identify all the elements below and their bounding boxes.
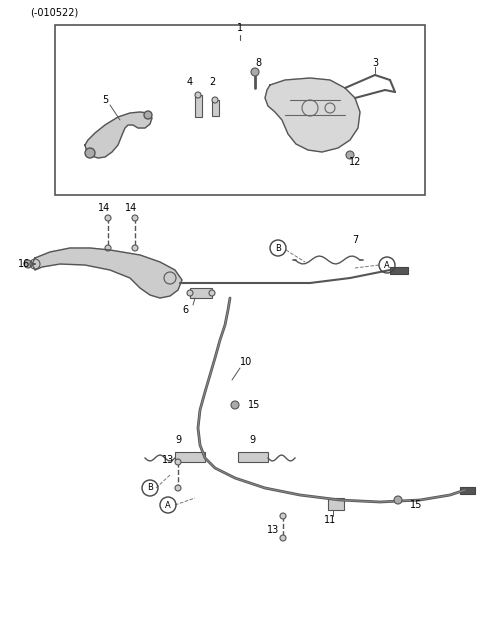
Circle shape: [280, 513, 286, 519]
Circle shape: [144, 111, 152, 119]
Circle shape: [187, 290, 193, 296]
Text: 9: 9: [249, 435, 255, 445]
Text: B: B: [275, 243, 281, 252]
Polygon shape: [85, 112, 152, 158]
Text: 2: 2: [209, 77, 215, 87]
Text: 7: 7: [352, 235, 358, 245]
Circle shape: [105, 245, 111, 251]
Text: (-010522): (-010522): [30, 7, 78, 17]
Text: 11: 11: [324, 515, 336, 525]
Bar: [55, 25, 425, 195]
Text: 15: 15: [410, 500, 422, 510]
Text: 3: 3: [372, 58, 378, 68]
Bar: [190, 288, 212, 298]
Circle shape: [209, 290, 215, 296]
Text: A: A: [384, 261, 390, 269]
Circle shape: [280, 535, 286, 541]
Circle shape: [212, 97, 218, 103]
Text: 8: 8: [255, 58, 261, 68]
Text: B: B: [147, 483, 153, 492]
Text: 15: 15: [248, 400, 260, 410]
Circle shape: [85, 148, 95, 158]
Text: 14: 14: [125, 203, 137, 213]
Bar: [390, 267, 408, 274]
Text: 12: 12: [349, 157, 361, 167]
Bar: [175, 452, 205, 462]
Circle shape: [24, 260, 32, 268]
Circle shape: [346, 151, 354, 159]
Text: 13: 13: [162, 455, 174, 465]
Circle shape: [105, 215, 111, 221]
Circle shape: [132, 245, 138, 251]
Circle shape: [231, 401, 239, 409]
Circle shape: [132, 215, 138, 221]
Circle shape: [394, 496, 402, 504]
Circle shape: [175, 485, 181, 491]
Bar: [195, 95, 202, 117]
Text: 4: 4: [187, 77, 193, 87]
Text: 6: 6: [182, 305, 188, 315]
Text: 1: 1: [237, 23, 243, 33]
Text: 13: 13: [267, 525, 279, 535]
Text: 5: 5: [102, 95, 108, 105]
Bar: [212, 100, 219, 116]
Circle shape: [175, 459, 181, 465]
Bar: [328, 498, 344, 510]
Text: A: A: [165, 501, 171, 510]
Circle shape: [251, 68, 259, 76]
Text: 10: 10: [240, 357, 252, 367]
Bar: [238, 452, 268, 462]
Polygon shape: [265, 78, 360, 152]
Text: 14: 14: [98, 203, 110, 213]
Bar: [460, 487, 475, 494]
Circle shape: [195, 92, 201, 98]
Polygon shape: [32, 248, 182, 298]
Text: 16: 16: [18, 259, 30, 269]
Text: 9: 9: [175, 435, 181, 445]
